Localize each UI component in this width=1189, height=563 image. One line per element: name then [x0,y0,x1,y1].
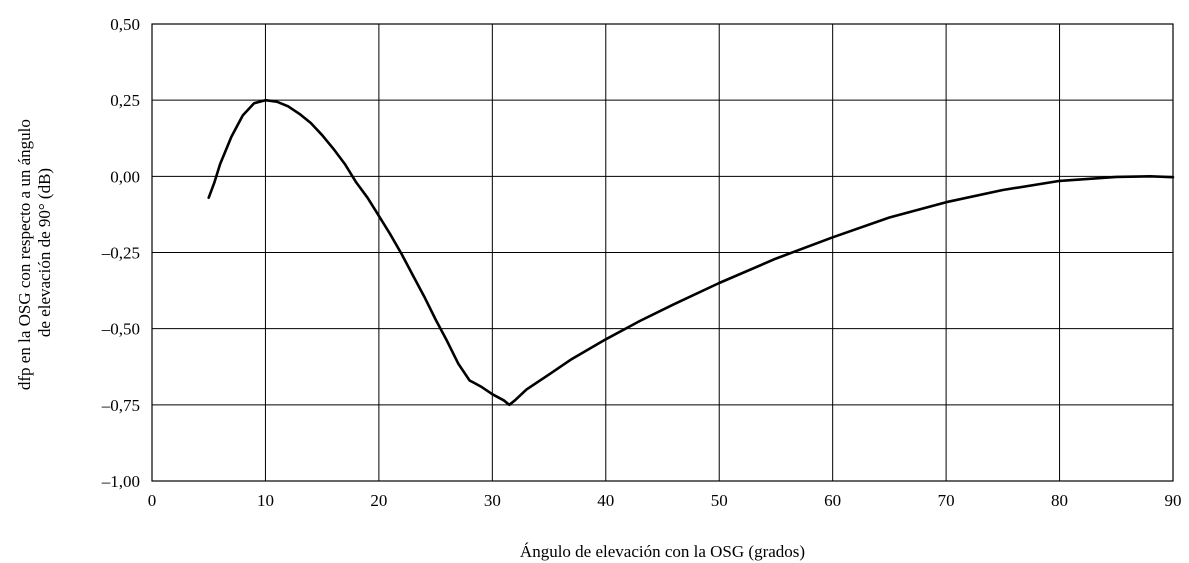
x-tick-label: 40 [597,491,614,510]
plot-area [151,23,1174,482]
grid [151,23,1174,482]
y-axis-title-line-1: dfp en la OSG con respecto a un ángulo [15,119,34,390]
x-tick-label: 70 [938,491,955,510]
y-tick-label: –0,75 [101,396,140,415]
x-tick-label: 50 [711,491,728,510]
y-tick-label: 0,00 [110,167,140,186]
y-tick-label: –1,00 [101,472,140,491]
series-layer [207,98,1175,407]
y-axis-ticks: 0,50 0,25 0,00 –0,25 –0,50 –0,75 –1,00 [101,15,140,491]
y-tick-label: –0,50 [101,320,140,339]
x-tick-label: 20 [370,491,387,510]
y-tick-label: –0,25 [101,244,140,263]
x-axis-ticks: 0 10 20 30 40 50 60 70 80 90 [148,491,1182,510]
x-tick-label: 0 [148,491,157,510]
y-axis-title-line-2: de elevación de 90° (dB) [35,168,54,337]
y-tick-label: 0,25 [110,91,140,110]
y-axis-title: dfp en la OSG con respecto a un ángulo d… [15,115,54,390]
series-line-0 [207,98,1175,407]
x-tick-label: 30 [484,491,501,510]
x-tick-label: 80 [1051,491,1068,510]
y-tick-label: 0,50 [110,15,140,34]
x-tick-label: 60 [824,491,841,510]
x-tick-label: 90 [1165,491,1182,510]
x-axis-title: Ángulo de elevación con la OSG (grados) [520,542,805,561]
x-tick-label: 10 [257,491,274,510]
